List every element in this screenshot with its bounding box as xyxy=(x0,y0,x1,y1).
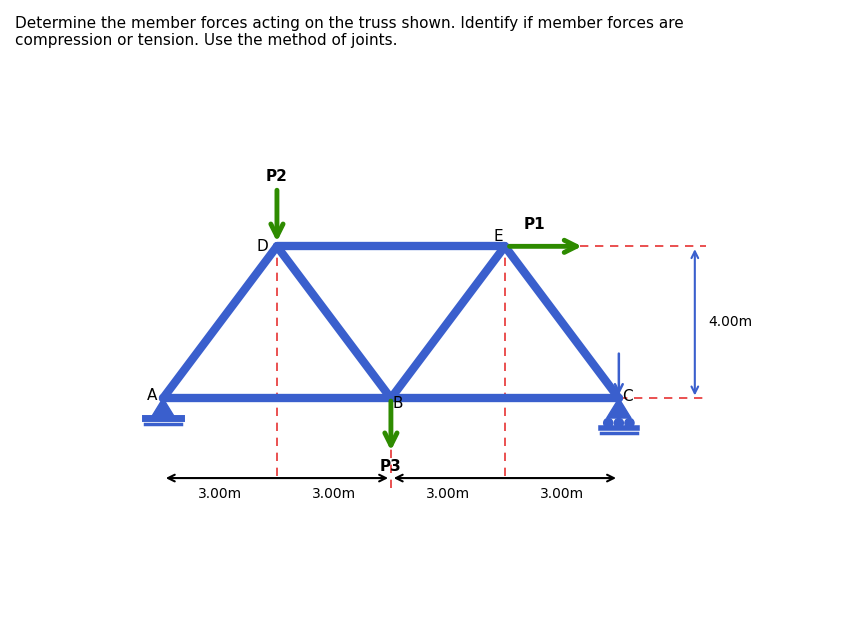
Text: P1: P1 xyxy=(524,217,545,232)
Text: P2: P2 xyxy=(266,169,287,184)
Text: 4.00m: 4.00m xyxy=(708,315,752,329)
Polygon shape xyxy=(606,398,631,418)
Text: Determine the member forces acting on the truss shown. Identify if member forces: Determine the member forces acting on th… xyxy=(15,16,684,48)
Circle shape xyxy=(604,419,613,428)
Text: 3.00m: 3.00m xyxy=(198,487,242,501)
Circle shape xyxy=(625,419,634,428)
Polygon shape xyxy=(151,398,176,418)
Text: 3.00m: 3.00m xyxy=(312,487,356,501)
Text: 3.00m: 3.00m xyxy=(426,487,470,501)
Text: A: A xyxy=(147,388,157,403)
Circle shape xyxy=(614,419,623,428)
Text: E: E xyxy=(494,229,503,245)
Text: B: B xyxy=(393,397,403,412)
Text: C: C xyxy=(622,389,633,404)
Text: D: D xyxy=(257,239,268,254)
Text: P3: P3 xyxy=(380,459,402,474)
Text: 3.00m: 3.00m xyxy=(540,487,584,501)
